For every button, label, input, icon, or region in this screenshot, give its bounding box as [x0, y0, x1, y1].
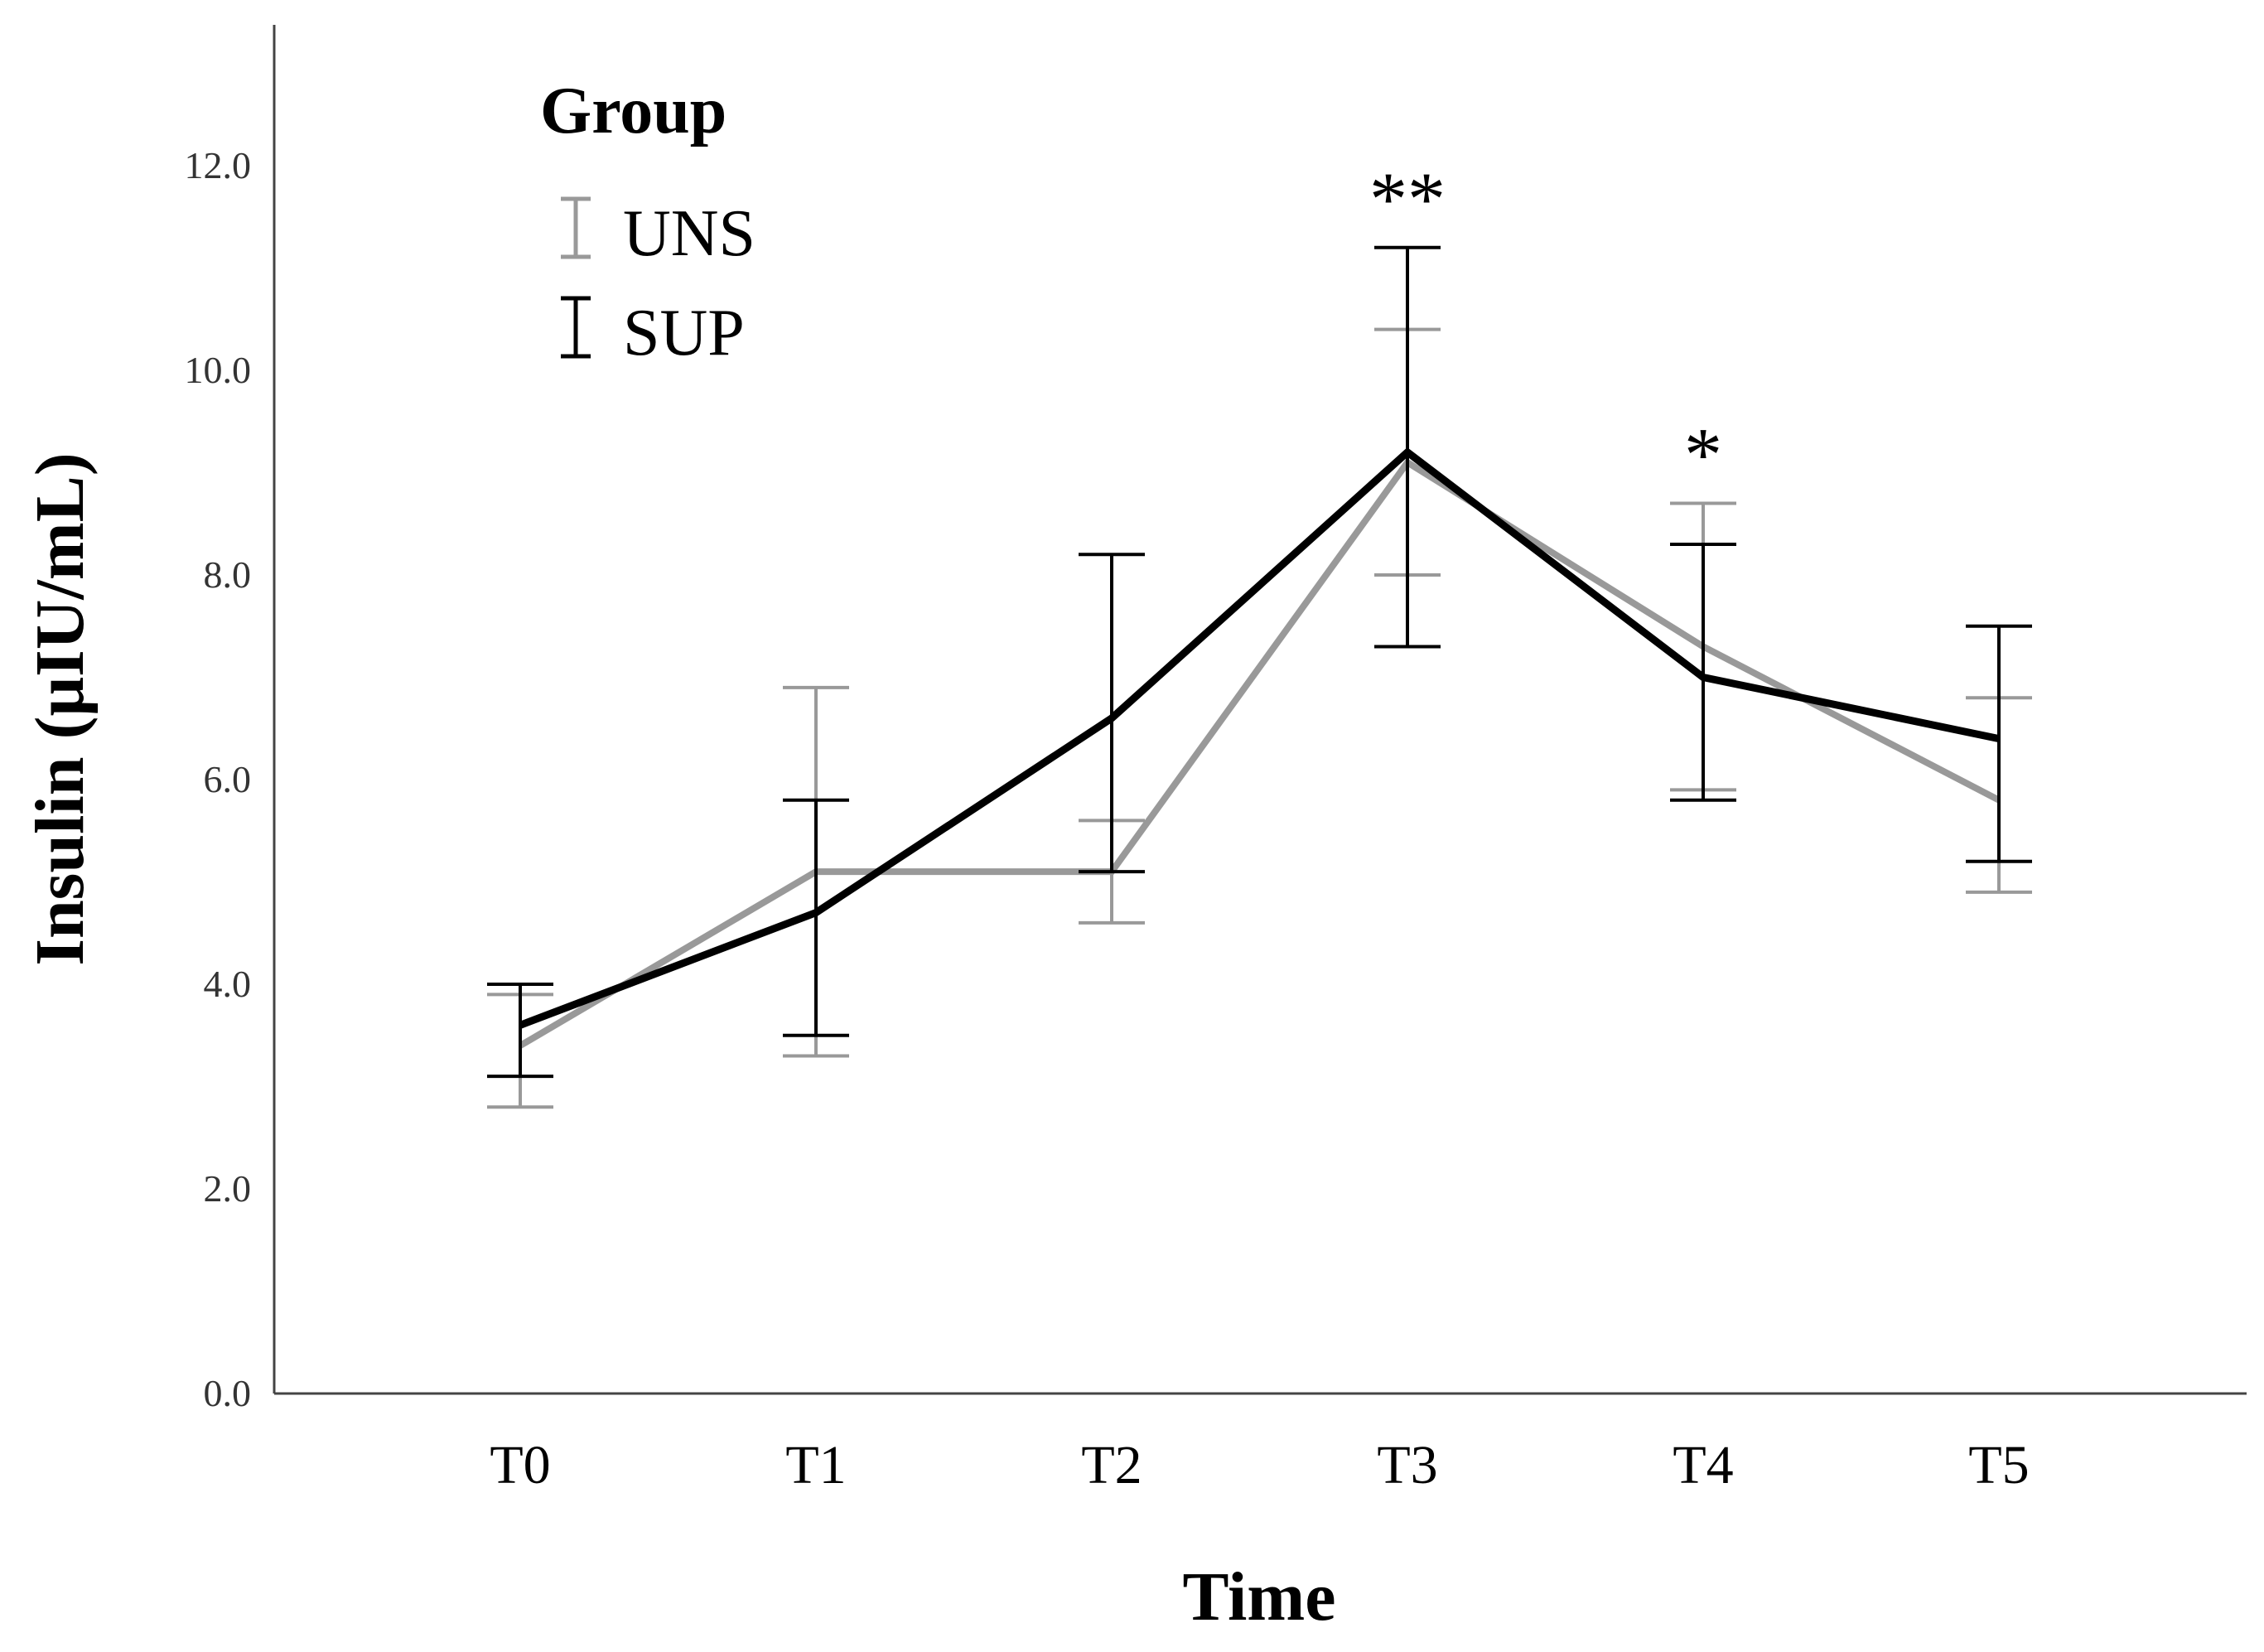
x-tick-label-t3: T3 [1377, 1435, 1437, 1495]
legend-item-uns: UNS [561, 196, 755, 270]
significance-marker-t3: ** [1369, 157, 1446, 241]
y-tick-label-4: 8.0 [204, 553, 252, 596]
legend: Group UNS SUP [540, 75, 755, 370]
x-tick-label-t2: T2 [1081, 1435, 1142, 1495]
y-tick-labels: 0.0 2.0 4.0 6.0 8.0 10.0 12.0 [185, 144, 252, 1414]
y-tick-label-0: 0.0 [204, 1372, 252, 1414]
y-tick-label-2: 4.0 [204, 963, 252, 1005]
x-tick-label-t0: T0 [490, 1435, 550, 1495]
x-tick-label-t4: T4 [1673, 1435, 1733, 1495]
series [487, 245, 2032, 1109]
axes [273, 25, 2247, 1395]
x-tick-label-t5: T5 [1968, 1435, 2029, 1495]
legend-sup-label: SUP [623, 297, 745, 370]
significance-annotations: *** [1369, 157, 1722, 497]
y-tick-label-6: 12.0 [185, 144, 252, 186]
y-tick-label-3: 6.0 [204, 758, 252, 800]
error-bar-sup-t5 [1966, 624, 2032, 863]
x-axis-title: Time [1182, 1558, 1335, 1635]
y-tick-label-1: 2.0 [204, 1167, 252, 1210]
series-line-sup [519, 447, 2000, 1029]
legend-title: Group [540, 75, 727, 147]
error-bar-sup-t0 [487, 983, 553, 1079]
significance-marker-t4: * [1684, 413, 1722, 497]
series-uns [487, 327, 2032, 1109]
error-bar-sup-t4 [1670, 542, 1736, 802]
legend-uns-label: UNS [623, 197, 755, 270]
y-tick-label-5: 10.0 [185, 349, 252, 391]
error-bar-sup-t1 [783, 798, 849, 1037]
series-sup [487, 245, 2032, 1079]
error-bar-sup-t2 [1079, 553, 1145, 874]
x-tick-labels: T0 T1 T2 T3 T4 T5 [490, 1435, 2029, 1495]
series-line-uns [518, 457, 2001, 1049]
x-tick-label-t1: T1 [785, 1435, 846, 1495]
error-bar-sup-t3 [1374, 245, 1441, 649]
y-axis-title: Insulin (μIU/mL) [22, 452, 99, 965]
legend-item-sup: SUP [561, 296, 745, 370]
